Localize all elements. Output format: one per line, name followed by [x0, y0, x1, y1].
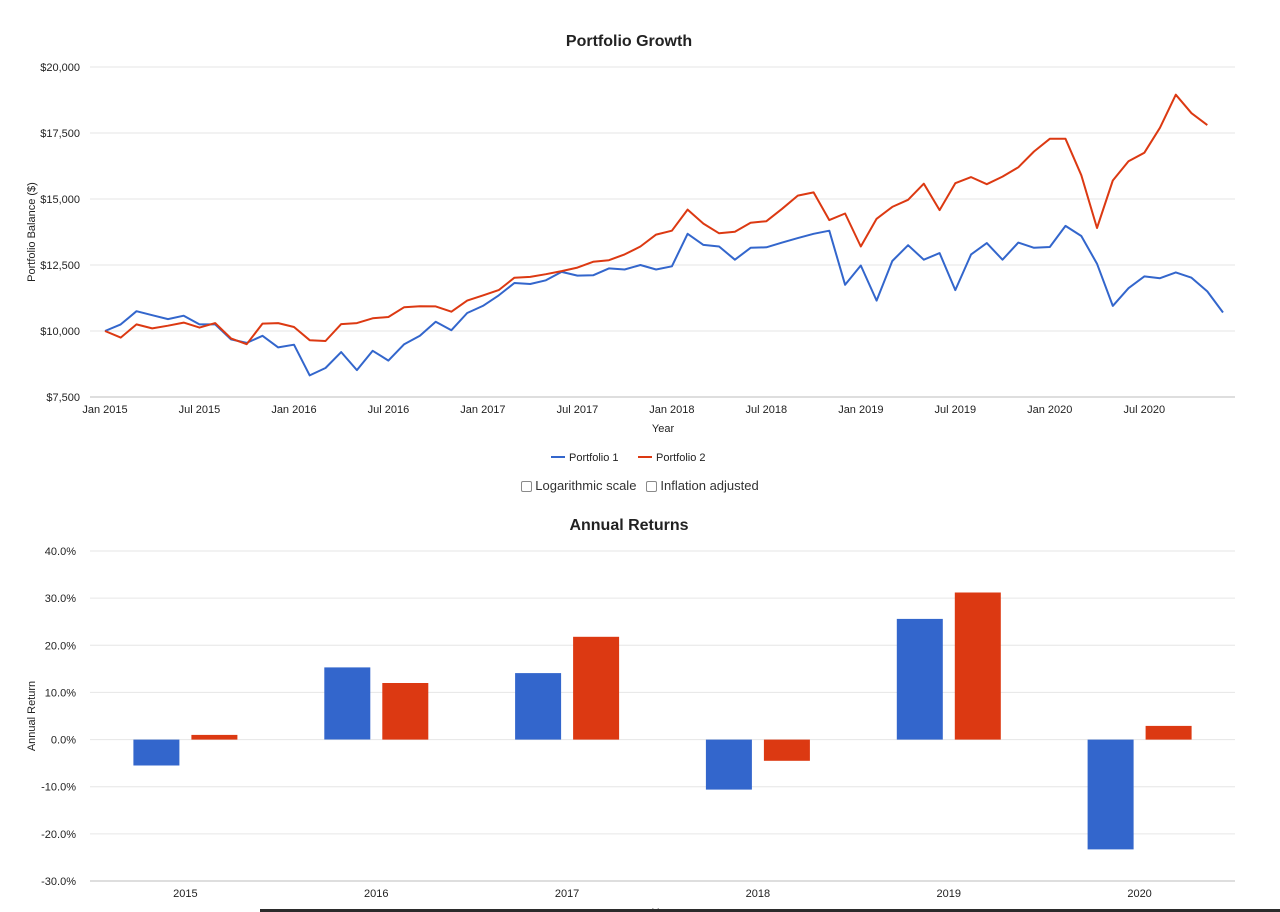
x-tick-label: 2019 — [937, 888, 961, 900]
x-tick-label: Jan 2017 — [460, 404, 505, 416]
x-tick-label: 2015 — [173, 888, 197, 900]
inflation-adjusted-label: Inflation adjusted — [660, 478, 759, 493]
bar-2017-portfolio-2 — [573, 636, 620, 740]
x-tick-label: Jul 2016 — [368, 404, 410, 416]
x-tick-label: Jul 2020 — [1123, 404, 1165, 416]
y-tick-label: -30.0% — [41, 876, 76, 888]
x-axis-title: Year — [652, 423, 675, 435]
log-scale-label: Logarithmic scale — [535, 478, 637, 493]
series-line-2 — [104, 93, 1208, 346]
bar-2018-portfolio-2 — [763, 739, 810, 761]
x-tick-label: Jan 2016 — [271, 404, 316, 416]
y-tick-label: -10.0% — [41, 782, 76, 794]
y-tick-label: $17,500 — [40, 128, 80, 140]
y-tick-label: $20,000 — [40, 62, 80, 74]
y-tick-label: $10,000 — [40, 326, 80, 338]
y-tick-label: -20.0% — [41, 829, 76, 841]
bar-2020-portfolio-2 — [1145, 725, 1192, 740]
chart-options: Logarithmic scale Inflation adjusted — [0, 478, 1280, 493]
legend-label-1: Portfolio 1 — [569, 452, 619, 464]
legend-label-2: Portfolio 2 — [656, 452, 706, 464]
x-tick-label: 2018 — [746, 888, 770, 900]
window-edge — [260, 909, 1280, 912]
chart-title: Portfolio Growth — [566, 33, 692, 50]
x-tick-label: 2017 — [555, 888, 579, 900]
y-tick-label: 20.0% — [45, 640, 76, 652]
y-tick-label: 10.0% — [45, 687, 76, 699]
bar-2016-portfolio-1 — [324, 667, 371, 740]
x-tick-label: Jul 2019 — [935, 404, 977, 416]
log-scale-checkbox[interactable] — [521, 481, 533, 492]
inflation-adjusted-toggle[interactable]: Inflation adjusted — [646, 478, 759, 493]
bar-2016-portfolio-2 — [382, 683, 429, 740]
chart-title: Annual Returns — [569, 517, 688, 534]
x-tick-label: Jul 2017 — [557, 404, 599, 416]
x-tick-label: Jul 2015 — [179, 404, 221, 416]
x-tick-label: Jul 2018 — [746, 404, 788, 416]
x-tick-label: 2016 — [364, 888, 388, 900]
y-tick-label: $15,000 — [40, 194, 80, 206]
y-tick-label: 0.0% — [51, 735, 76, 747]
bar-2015-portfolio-2 — [191, 734, 238, 740]
y-tick-label: $12,500 — [40, 260, 80, 272]
portfolio-growth-chart: Portfolio Growth $7,500 $10,000 $12,500 $15,… — [26, 33, 1235, 464]
x-tick-label: Jan 2015 — [82, 404, 127, 416]
bar-2017-portfolio-1 — [515, 673, 562, 740]
log-scale-toggle[interactable]: Logarithmic scale — [521, 478, 636, 493]
x-tick-label: Jan 2018 — [649, 404, 694, 416]
x-tick-label: Jan 2019 — [838, 404, 883, 416]
bar-2019-portfolio-1 — [896, 618, 943, 740]
series-line-1 — [104, 224, 1224, 377]
y-tick-label: 40.0% — [45, 546, 76, 558]
y-tick-label: 30.0% — [45, 593, 76, 605]
y-axis-title: Portfolio Balance ($) — [26, 182, 38, 282]
bar-2015-portfolio-1 — [133, 739, 180, 766]
x-tick-label: Jan 2020 — [1027, 404, 1072, 416]
inflation-adjusted-checkbox[interactable] — [646, 481, 658, 492]
x-tick-label: 2020 — [1127, 888, 1151, 900]
bar-2018-portfolio-1 — [705, 739, 752, 790]
y-axis-title: Annual Return — [26, 681, 38, 751]
y-tick-label: $7,500 — [46, 392, 80, 404]
bar-2020-portfolio-1 — [1087, 739, 1134, 850]
bar-2019-portfolio-2 — [954, 592, 1001, 740]
